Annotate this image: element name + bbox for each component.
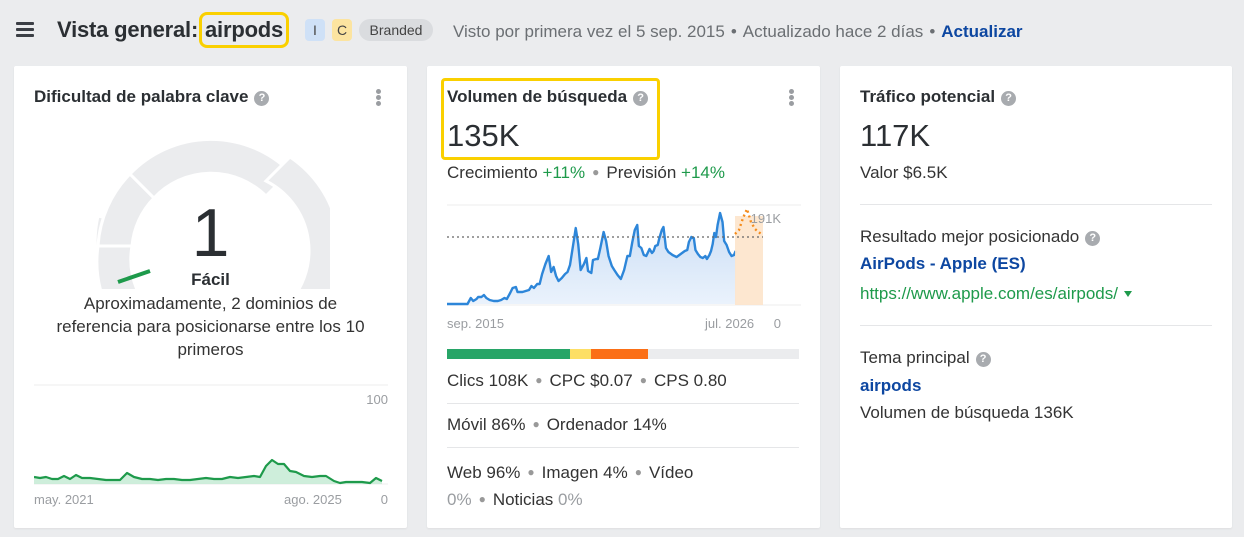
help-icon[interactable]: ? xyxy=(254,91,270,106)
traffic-potential-card: Tráfico potencial? 117K Valor $6.5K Resu… xyxy=(840,66,1232,528)
kd-title: Dificultad de palabra clave xyxy=(34,87,249,106)
news-value: 0% xyxy=(558,490,583,509)
parent-topic-label-row: Tema principal? xyxy=(860,348,991,368)
image-value: 4% xyxy=(603,463,628,482)
video-label: Vídeo xyxy=(648,463,694,482)
separator: ● xyxy=(532,417,540,431)
image-label: Imagen xyxy=(541,463,599,482)
clicks-cpc-cps-row: Clics 108K ● CPC $0.07 ● CPS 0.80 xyxy=(447,371,799,391)
intent-segment-yellow xyxy=(570,349,592,359)
title-prefix: Vista general: xyxy=(57,17,199,42)
clicks-label: Clics xyxy=(447,371,484,390)
parent-topic-label: Tema principal xyxy=(860,348,970,367)
tp-title: Tráfico potencial xyxy=(860,87,996,106)
more-options-icon[interactable] xyxy=(376,89,382,107)
x-axis-end: ago. 2025 xyxy=(284,492,342,507)
parent-topic-volume: Volumen de búsqueda 136K xyxy=(860,403,1074,422)
hamburger-menu-icon[interactable] xyxy=(16,21,35,38)
help-icon[interactable]: ? xyxy=(633,91,649,106)
card-title: Dificultad de palabra clave? xyxy=(34,87,270,107)
intent-segment-green xyxy=(447,349,571,359)
video-value: 0% xyxy=(447,490,472,509)
divider xyxy=(860,325,1212,326)
search-volume-history-chart[interactable]: 191K sep. 2015 jul. 2026 0 xyxy=(447,204,801,331)
keyword-difficulty-card: Dificultad de palabra clave? 1 Fácil Apr… xyxy=(14,66,407,528)
divider xyxy=(447,403,799,404)
intent-badge-informational[interactable]: I xyxy=(305,19,325,41)
branded-badge[interactable]: Branded xyxy=(359,19,433,41)
difficulty-history-chart[interactable]: 100 may. 2021 ago. 2025 0 xyxy=(34,384,388,514)
x-axis-start: may. 2021 xyxy=(34,492,94,507)
help-icon[interactable]: ? xyxy=(1001,91,1017,106)
page-header: Vista general: airpods I C Branded Visto… xyxy=(0,0,1244,64)
updated-text: Actualizado hace 2 días xyxy=(742,22,924,41)
search-volume-card: Volumen de búsqueda? 135K Crecimiento +1… xyxy=(427,66,820,528)
search-volume-value: 135K xyxy=(447,118,520,153)
top-result-url-link[interactable]: https://www.apple.com/es/airpods/ xyxy=(860,284,1118,303)
difficulty-description: Aproximadamente, 2 dominios de referenci… xyxy=(56,294,365,359)
update-link[interactable]: Actualizar xyxy=(941,22,1023,41)
top-result-title-link[interactable]: AirPods - Apple (ES) xyxy=(860,254,1026,273)
divider xyxy=(860,204,1212,205)
header-meta: Visto por primera vez el 5 sep. 2015 • Act… xyxy=(453,22,1023,42)
separator: ● xyxy=(639,373,647,387)
forecast-value: +14% xyxy=(681,163,725,182)
sv-title: Volumen de búsqueda xyxy=(447,87,628,106)
separator: • xyxy=(730,22,737,41)
highlight-box xyxy=(441,78,660,160)
separator: ● xyxy=(535,373,543,387)
help-icon[interactable]: ? xyxy=(1085,231,1101,246)
cps-label: CPS xyxy=(653,371,689,390)
parent-topic-link[interactable]: airpods xyxy=(860,376,922,395)
keyword-highlight: airpods xyxy=(199,12,290,48)
more-options-icon[interactable] xyxy=(789,89,795,107)
news-label: Noticias xyxy=(492,490,554,509)
web-value: 96% xyxy=(486,463,521,482)
separator: ● xyxy=(478,492,486,506)
y-axis-min: 0 xyxy=(380,492,388,507)
caret-down-icon[interactable] xyxy=(1123,291,1132,297)
growth-forecast-row: Crecimiento +11% ● Previsión +14% xyxy=(447,163,725,183)
cpc-label: CPC xyxy=(549,371,586,390)
y-axis-max: 100 xyxy=(366,392,388,407)
intent-segment-orange xyxy=(591,349,648,359)
intent-badge-commercial[interactable]: C xyxy=(332,19,352,41)
card-title: Volumen de búsqueda? xyxy=(447,87,649,107)
x-axis-end: jul. 2026 xyxy=(705,316,755,331)
desktop-value: 14% xyxy=(632,415,667,434)
card-title: Tráfico potencial? xyxy=(860,87,1017,107)
help-icon[interactable]: ? xyxy=(975,352,991,367)
growth-label: Crecimiento xyxy=(447,163,538,182)
y-axis-max: 191K xyxy=(750,211,781,226)
separator: ● xyxy=(634,465,642,479)
first-seen-text: Visto por primera vez el 5 sep. 2015 xyxy=(453,22,725,41)
growth-value: +11% xyxy=(542,163,586,182)
desktop-label: Ordenador xyxy=(546,415,628,434)
separator: ● xyxy=(592,165,600,179)
x-axis-start: sep. 2015 xyxy=(447,316,505,331)
mobile-label: Móvil xyxy=(447,415,487,434)
device-split-row: Móvil 86% ● Ordenador 14% xyxy=(447,415,799,435)
search-type-row: Web 96% ● Imagen 4% ● Vídeo 0% ● Noticias 0% xyxy=(447,459,777,513)
difficulty-gauge xyxy=(93,137,330,289)
traffic-value: Valor $6.5K xyxy=(860,163,948,182)
divider xyxy=(447,447,799,448)
forecast-label: Previsión xyxy=(606,163,677,182)
top-result-url-row: https://www.apple.com/es/airpods/ xyxy=(860,284,1132,304)
clicks-value: 108K xyxy=(488,371,529,390)
difficulty-score: 1 xyxy=(191,195,230,271)
mobile-value: 86% xyxy=(491,415,526,434)
top-result-label-row: Resultado mejor posicionado? xyxy=(860,227,1101,247)
difficulty-label: Fácil xyxy=(191,270,230,289)
separator: ● xyxy=(527,465,535,479)
web-label: Web xyxy=(447,463,482,482)
top-result-label: Resultado mejor posicionado xyxy=(860,227,1080,246)
serp-intent-bar[interactable] xyxy=(447,349,799,359)
separator: • xyxy=(929,22,936,41)
page-title: Vista general: airpods xyxy=(57,12,290,48)
traffic-potential-value: 117K xyxy=(860,118,931,153)
cpc-value: $0.07 xyxy=(590,371,633,390)
cps-value: 0.80 xyxy=(693,371,727,390)
y-axis-min: 0 xyxy=(773,316,781,331)
